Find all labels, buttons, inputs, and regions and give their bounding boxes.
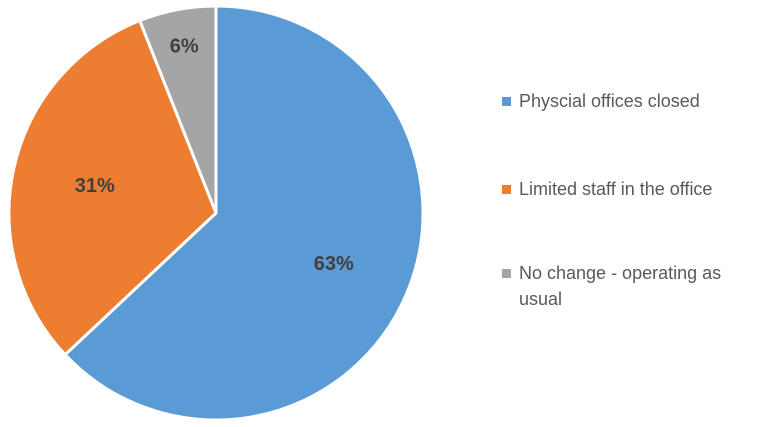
legend-swatch-physical-offices-closed: [502, 97, 511, 106]
pie-slice-no-change: [138, 4, 218, 215]
data-label-physical-offices-closed: 63%: [314, 253, 354, 275]
pie-slices: [7, 4, 425, 422]
legend-item-physical-offices-closed: Physcial offices closed: [502, 88, 764, 114]
pie-slice-limited-staff: [7, 19, 218, 357]
legend-label-limited-staff: Limited staff in the office: [519, 179, 713, 199]
pie-data-labels: 63% 31% 6%: [75, 35, 354, 275]
data-label-no-change: 6%: [170, 35, 199, 57]
legend-label-no-change: No change - operating as usual: [519, 263, 722, 309]
pie-slice-physical-offices-closed: [63, 4, 425, 422]
legend-swatch-no-change: [502, 269, 511, 278]
legend-item-no-change: No change - operating as usual: [502, 260, 764, 312]
legend-label-physical-offices-closed: Physcial offices closed: [519, 91, 700, 111]
data-label-limited-staff: 31%: [75, 175, 115, 197]
legend-item-limited-staff: Limited staff in the office: [502, 176, 764, 202]
legend-swatch-limited-staff: [502, 185, 511, 194]
